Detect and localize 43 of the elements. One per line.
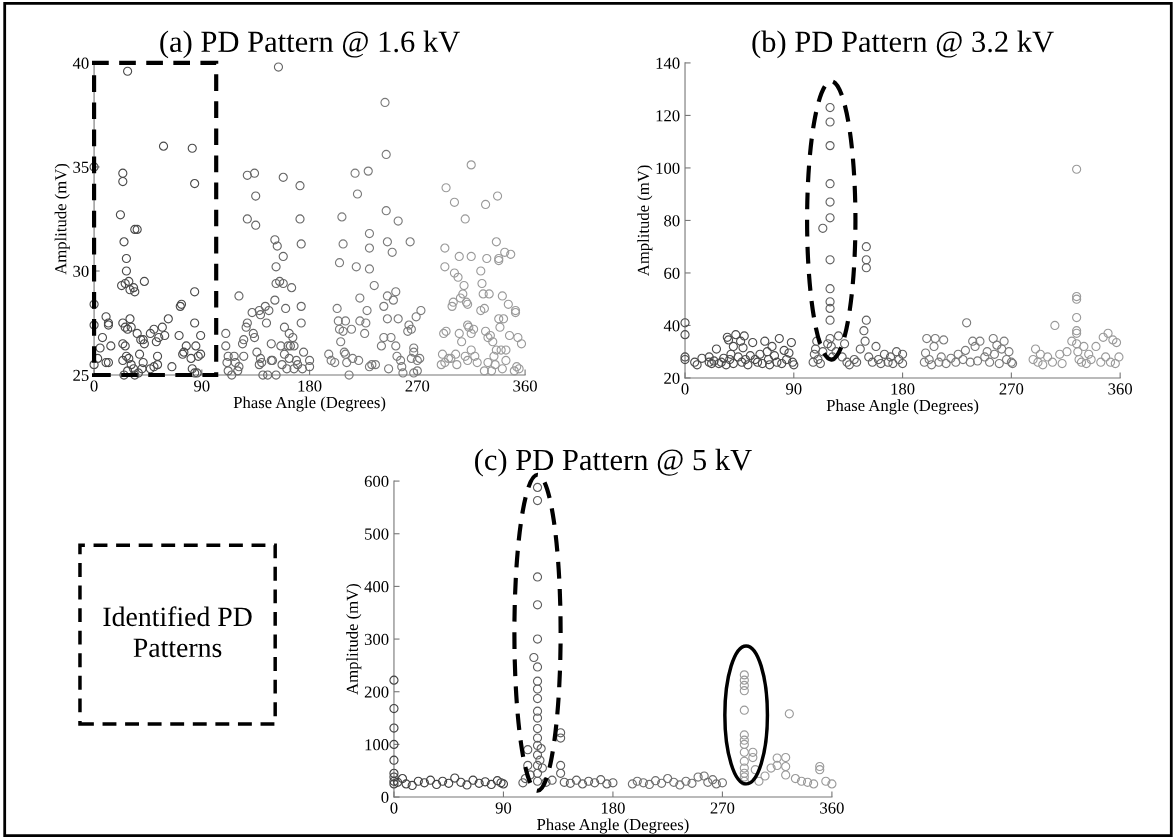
x-tick-label: 270 (405, 380, 430, 392)
y-tick-label: 25 (73, 369, 89, 381)
chart-title: (b) PD Pattern @ 3.2 kV (752, 30, 1054, 59)
x-axis-title: Phase Angle (Degrees) (826, 399, 979, 415)
y-tick-label: 60 (664, 267, 680, 279)
x-tick-label: 90 (786, 383, 802, 395)
x-tick-label: 0 (90, 380, 98, 392)
y-tick-label: 0 (381, 791, 389, 803)
x-tick-label: 90 (194, 380, 210, 392)
x-tick-label: 180 (298, 380, 322, 392)
y-tick-label: 300 (364, 633, 389, 646)
x-axis-title: Phase Angle (Degrees) (537, 818, 689, 834)
y-tick-label: 20 (664, 372, 680, 384)
y-tick-label: 100 (365, 739, 389, 751)
y-tick-label: 400 (364, 581, 389, 593)
x-tick-label: 270 (999, 383, 1024, 395)
x-axis-title: Phase Angle (Degrees) (233, 396, 386, 412)
y-tick-label: 80 (664, 215, 680, 227)
y-tick-label: 40 (663, 320, 680, 332)
y-tick-label: 40 (72, 57, 89, 69)
y-tick-label: 500 (365, 528, 389, 540)
y-axis-title: Amplitude (mV) (54, 163, 70, 275)
x-tick-label: 360 (513, 380, 537, 392)
y-axis-title: Amplitude (mV) (346, 584, 362, 695)
x-tick-label: 180 (891, 383, 915, 395)
y-tick-label: 30 (73, 265, 89, 277)
chart-title: (a) PD Pattern @ 1.6 kV (160, 30, 460, 59)
x-tick-label: 90 (495, 802, 512, 814)
y-tick-label: 140 (656, 57, 680, 69)
text: Identified PD Patterns (103, 606, 252, 658)
x-tick-label: 360 (1108, 383, 1132, 395)
y-tick-label: 600 (364, 475, 389, 488)
y-tick-label: 200 (364, 686, 389, 698)
y-tick-label: 35 (73, 161, 89, 173)
x-tick-label: 0 (390, 802, 398, 814)
y-tick-label: 120 (656, 110, 680, 122)
chart-title: (c) PD Pattern @ 5 kV (475, 448, 752, 477)
y-tick-label: 100 (656, 162, 680, 174)
y-axis-title: Amplitude (mV) (637, 165, 653, 277)
x-tick-label: 0 (681, 383, 689, 395)
x-tick-label: 270 (710, 802, 735, 814)
x-tick-label: 360 (820, 802, 844, 814)
x-tick-label: 180 (601, 802, 625, 814)
